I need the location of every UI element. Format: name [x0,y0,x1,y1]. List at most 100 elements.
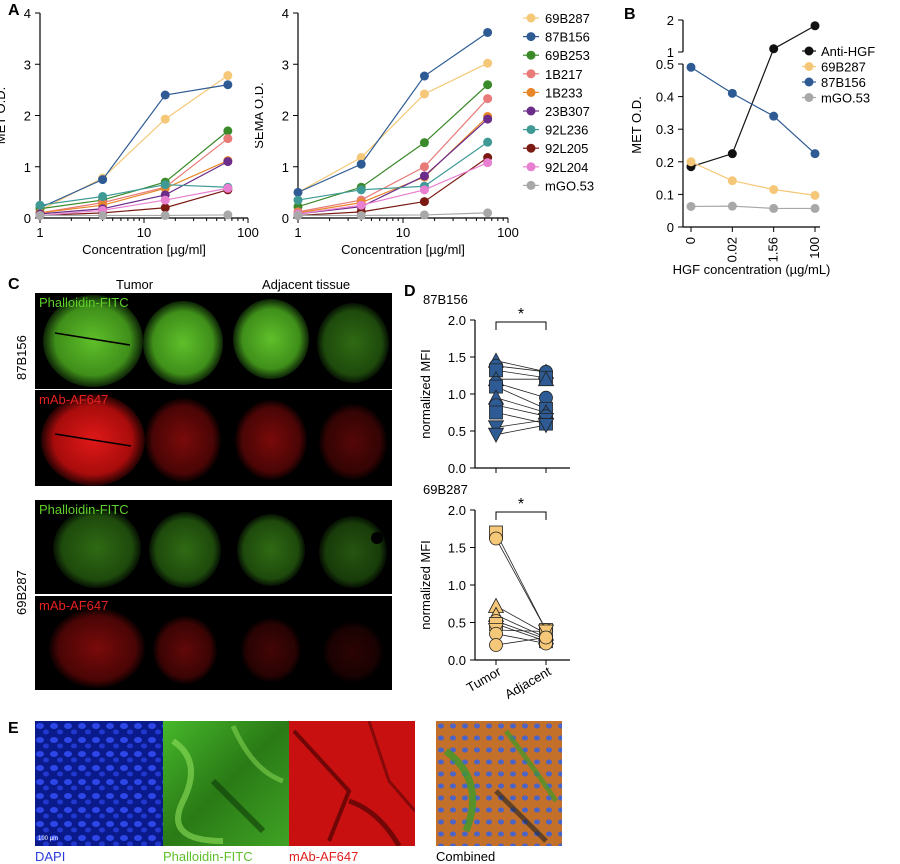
series-line-92L205 [39,189,229,217]
x-tick-label: Tumor [464,663,504,695]
legend-label-23B307: 23B307 [545,104,590,119]
x-tick-label: 100 [237,225,259,240]
panel-letter-d: D [404,283,416,300]
pair-line [495,532,547,631]
c-green-87b156 [35,293,392,389]
point-mGO.53 [35,210,45,220]
x-tick-label: 10 [137,225,151,240]
pair-line [495,419,547,428]
y-tick-label: 2 [667,13,674,28]
point-87B156 [483,27,493,37]
legend-marker-69B253 [526,50,536,60]
point-mGO.53 [727,201,737,211]
point-87B156 [356,159,366,169]
y-tick-label: 2 [282,109,289,124]
y-tick-label: 3 [282,57,289,72]
legend-marker-92L204 [526,162,536,172]
normalized-mfi-charts: 87B156 0.0 0.5 1.0 1.5 2.0 normalized MFI * 69B2… [418,292,570,702]
pair-line [495,365,547,373]
legend-label-1B233: 1B233 [545,85,583,100]
pair-line [495,629,547,632]
pair-line [495,620,547,640]
y-tick-label: 1.0 [448,578,466,593]
panel-letter-e: E [8,720,19,737]
y-tick-label: 0.2 [656,155,674,170]
point-69B253 [223,126,233,136]
point-87B156 [160,90,170,100]
legend-label-87B156: 87B156 [821,75,866,90]
panel-letter-a: A [8,2,20,19]
point-tumor [487,427,505,444]
point-69B253 [419,138,429,148]
point-92L236 [160,180,170,190]
series-line-mGO.53 [298,212,488,217]
point-92L204 [160,195,170,205]
point-69B287 [686,157,696,167]
point-adjacent [537,418,555,434]
pair-line [495,386,547,410]
y-tick-label: 1.5 [448,541,466,556]
e-mab-image [289,721,415,846]
series-line-1B217 [297,98,489,213]
point-Anti-HGF [727,149,737,159]
y-axis-label: normalized MFI [418,540,433,630]
col-head-adjacent: Adjacent tissue [262,277,351,292]
panel-letter-b: B [624,6,636,23]
x-tick-label: 1.56 [766,237,781,262]
legend-label-69B287: 69B287 [545,11,590,26]
point-tumor [489,531,503,546]
row-label-69b287: 69B287 [14,570,29,615]
point-mGO.53 [160,210,170,220]
legend-marker-87B156 [804,77,814,87]
y-tick-label: 3 [24,57,31,72]
row-label-87b156: 87B156 [14,335,29,380]
point-92L205 [419,197,429,207]
series-line-1B233 [39,160,229,214]
c-red-69b287 [35,596,392,690]
panel-letter-c: C [8,276,20,293]
point-adjacent [537,370,555,387]
y-tick-label: 0.5 [656,57,674,72]
point-69B287 [769,185,779,195]
y-tick-label: 1.0 [448,387,466,402]
legend-label-mGO.53: mGO.53 [821,91,870,106]
e-label-mab: mAb-AF647 [289,849,359,864]
series-line-mGO.53 [690,205,815,210]
point-69B287 [727,176,737,186]
y-tick-label: 0.5 [448,616,466,631]
y-tick-label: 0.0 [448,461,466,476]
point-1B217 [223,134,233,144]
point-mGO.53 [223,210,233,220]
y-tick-label: 1 [24,160,31,175]
point-87B156 [223,80,233,90]
e-combined-image [436,721,562,846]
y-tick-label: 4 [282,6,289,21]
hgf-competition-chart: 0 0.1 0.2 0.3 0.4 0.51 2 0 0.02 1.56 100 HGF concen… [629,13,875,277]
x-tick-label: 100 [497,225,519,240]
series-line-87B156 [690,66,816,155]
legend-label-1B217: 1B217 [545,67,583,82]
legend-label-87B156: 87B156 [545,30,590,45]
c-red-label-1: mAb-AF647 [39,392,109,407]
point-69B287 [419,89,429,99]
y-axis-label: MET O.D. [0,87,8,145]
y-tick-label: 0.3 [656,122,674,137]
x-tick-label: 100 [807,237,822,259]
legend-label-92L204: 92L204 [545,160,588,175]
point-mGO.53 [419,210,429,220]
legend-marker-1B233 [526,87,536,97]
point-92L204 [223,183,233,193]
x-tick-label: 1 [294,225,301,240]
point-mGO.53 [98,210,108,220]
significance-star: * [518,496,524,513]
point-adjacent [539,630,553,645]
y-tick-label: 0.0 [448,653,466,668]
pair-line [495,382,547,399]
point-69B287 [356,153,366,163]
point-Anti-HGF [769,44,779,54]
y-axis-label: MET O.D. [629,96,644,154]
series-line-23B307 [297,118,489,215]
legend-label-mGO.53: mGO.53 [545,178,594,193]
